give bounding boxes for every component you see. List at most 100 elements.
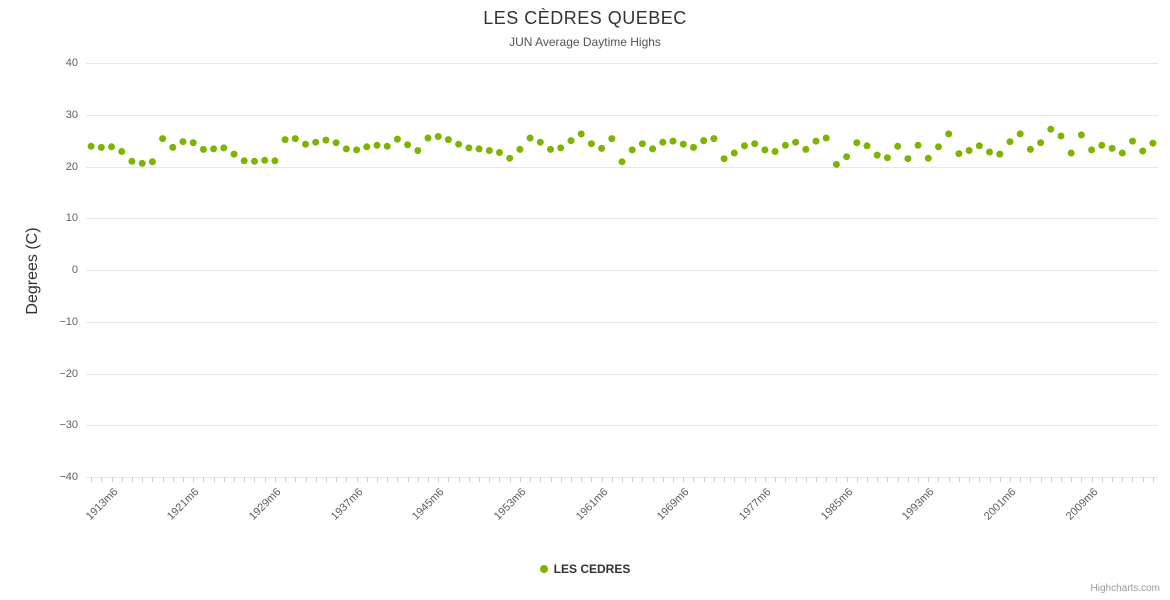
data-point[interactable] bbox=[751, 140, 759, 148]
data-point[interactable] bbox=[894, 142, 902, 150]
data-point[interactable] bbox=[506, 154, 514, 162]
data-point[interactable] bbox=[883, 154, 891, 162]
data-point[interactable] bbox=[281, 136, 289, 144]
data-point[interactable] bbox=[1139, 147, 1147, 155]
data-point[interactable] bbox=[383, 142, 391, 150]
data-point[interactable] bbox=[700, 137, 708, 145]
data-point[interactable] bbox=[1149, 139, 1157, 147]
data-point[interactable] bbox=[945, 130, 953, 138]
data-point[interactable] bbox=[557, 144, 565, 152]
data-point[interactable] bbox=[485, 147, 493, 154]
data-point[interactable] bbox=[1016, 130, 1024, 138]
data-point[interactable] bbox=[792, 138, 800, 146]
data-point[interactable] bbox=[414, 147, 422, 154]
data-point[interactable] bbox=[587, 140, 595, 148]
data-point[interactable] bbox=[914, 141, 922, 149]
data-point[interactable] bbox=[302, 140, 309, 148]
data-point[interactable] bbox=[373, 141, 381, 149]
data-point[interactable] bbox=[577, 130, 585, 138]
data-point[interactable] bbox=[781, 141, 789, 149]
data-point[interactable] bbox=[199, 145, 207, 153]
data-point[interactable] bbox=[802, 145, 810, 153]
data-point[interactable] bbox=[1088, 146, 1096, 154]
data-point[interactable] bbox=[271, 157, 279, 165]
data-point[interactable] bbox=[1077, 131, 1085, 139]
data-point[interactable] bbox=[169, 143, 177, 151]
data-point[interactable] bbox=[516, 145, 524, 153]
data-point[interactable] bbox=[853, 139, 861, 147]
data-point[interactable] bbox=[404, 141, 412, 149]
data-point[interactable] bbox=[679, 140, 687, 148]
data-point[interactable] bbox=[1118, 149, 1126, 157]
data-point[interactable] bbox=[230, 150, 238, 158]
data-point[interactable] bbox=[975, 142, 983, 150]
data-point[interactable] bbox=[108, 143, 115, 151]
data-point[interactable] bbox=[434, 133, 442, 140]
data-point[interactable] bbox=[812, 137, 820, 145]
data-point[interactable] bbox=[87, 142, 95, 150]
data-point[interactable] bbox=[1037, 139, 1045, 147]
data-point[interactable] bbox=[771, 148, 779, 155]
data-point[interactable] bbox=[189, 139, 197, 147]
data-point[interactable] bbox=[965, 147, 973, 154]
data-point[interactable] bbox=[710, 135, 718, 143]
data-point[interactable] bbox=[496, 149, 503, 156]
data-point[interactable] bbox=[1026, 145, 1034, 153]
data-point[interactable] bbox=[935, 143, 942, 151]
data-point[interactable] bbox=[291, 135, 299, 143]
data-point[interactable] bbox=[128, 157, 136, 165]
data-point[interactable] bbox=[1006, 138, 1014, 146]
data-point[interactable] bbox=[547, 145, 554, 153]
data-point[interactable] bbox=[720, 155, 728, 163]
data-point[interactable] bbox=[393, 135, 401, 143]
data-point[interactable] bbox=[444, 136, 452, 144]
data-point[interactable] bbox=[608, 135, 616, 143]
data-point[interactable] bbox=[312, 138, 320, 146]
data-point[interactable] bbox=[322, 136, 330, 144]
credits-link[interactable]: Highcharts.com bbox=[1090, 583, 1160, 594]
data-point[interactable] bbox=[97, 143, 105, 151]
data-point[interactable] bbox=[138, 159, 146, 167]
data-point[interactable] bbox=[455, 140, 463, 148]
data-point[interactable] bbox=[179, 138, 187, 146]
data-point[interactable] bbox=[220, 144, 228, 152]
data-point[interactable] bbox=[741, 142, 748, 150]
data-point[interactable] bbox=[526, 134, 534, 142]
data-point[interactable] bbox=[475, 145, 483, 153]
data-point[interactable] bbox=[669, 137, 677, 145]
data-point[interactable] bbox=[659, 138, 667, 146]
data-point[interactable] bbox=[761, 146, 769, 154]
data-point[interactable] bbox=[986, 148, 993, 156]
data-point[interactable] bbox=[465, 144, 473, 152]
data-point[interactable] bbox=[843, 153, 851, 161]
data-point[interactable] bbox=[159, 135, 167, 143]
data-point[interactable] bbox=[873, 151, 881, 159]
data-point[interactable] bbox=[690, 143, 697, 151]
data-point[interactable] bbox=[628, 146, 636, 154]
data-point[interactable] bbox=[240, 157, 248, 165]
data-point[interactable] bbox=[863, 142, 871, 150]
data-point[interactable] bbox=[638, 140, 646, 148]
data-point[interactable] bbox=[353, 146, 361, 154]
data-point[interactable] bbox=[598, 144, 606, 152]
data-point[interactable] bbox=[148, 158, 156, 166]
data-point[interactable] bbox=[649, 145, 657, 153]
data-point[interactable] bbox=[567, 137, 575, 145]
data-point[interactable] bbox=[1129, 137, 1136, 145]
legend-item[interactable]: LES CEDRES bbox=[539, 562, 630, 576]
data-point[interactable] bbox=[1067, 149, 1075, 157]
data-point[interactable] bbox=[342, 145, 350, 153]
data-point[interactable] bbox=[251, 157, 258, 165]
data-point[interactable] bbox=[996, 150, 1004, 158]
data-point[interactable] bbox=[210, 145, 218, 153]
data-point[interactable] bbox=[332, 139, 340, 147]
data-point[interactable] bbox=[1098, 141, 1106, 149]
data-point[interactable] bbox=[730, 149, 738, 157]
data-point[interactable] bbox=[924, 154, 932, 162]
data-point[interactable] bbox=[1057, 132, 1065, 140]
data-point[interactable] bbox=[363, 143, 371, 151]
data-point[interactable] bbox=[955, 150, 963, 158]
data-point[interactable] bbox=[618, 158, 626, 166]
data-point[interactable] bbox=[904, 155, 912, 163]
data-point[interactable] bbox=[832, 160, 840, 168]
